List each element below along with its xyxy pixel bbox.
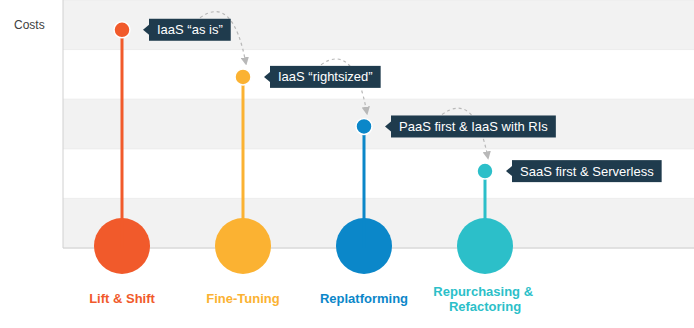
annotation-pointer — [264, 72, 270, 82]
annotation-pointer — [385, 121, 391, 131]
category-circles — [94, 218, 513, 274]
dot — [477, 163, 493, 179]
grid-band — [63, 99, 694, 149]
annotation-pointer — [143, 25, 149, 35]
annotation-text: PaaS first & IaaS with RIs — [399, 119, 548, 134]
grid-line — [63, 0, 694, 1]
grid-band — [63, 0, 694, 50]
annotation-pointer — [506, 166, 512, 176]
grid-line — [63, 99, 694, 100]
y-axis-label: Costs — [14, 18, 45, 32]
chart: Costs IaaS “as is” IaaS “rightsized” PaaS f… — [0, 0, 694, 328]
category-label-line: Refactoring — [449, 299, 521, 314]
category-label: Fine-Tuning — [206, 291, 279, 306]
annotations: IaaS “as is” IaaS “rightsized” PaaS first … — [143, 19, 662, 182]
category-label: Replatforming — [320, 291, 408, 306]
annotation: IaaS “rightsized” — [264, 66, 381, 88]
annotation: PaaS first & IaaS with RIs — [385, 115, 556, 137]
annotation: IaaS “as is” — [143, 19, 231, 41]
grid-line — [63, 148, 694, 149]
category-label: Repurchasing & Refactoring — [433, 284, 536, 314]
stem — [242, 77, 245, 248]
grid-line — [63, 198, 694, 199]
dot — [114, 22, 130, 38]
y-axis — [63, 0, 64, 248]
dot — [356, 118, 372, 134]
stem — [363, 126, 366, 248]
dot — [235, 69, 251, 85]
annotation-box — [149, 19, 231, 41]
annotation: SaaS first & Serverless — [506, 160, 662, 182]
annotation-box — [270, 66, 381, 88]
category-label-line: Repurchasing & — [433, 284, 536, 299]
grid — [63, 0, 694, 248]
category-label: Lift & Shift — [89, 291, 155, 306]
category-labels: Lift & Shift Fine-Tuning Replatforming Repu… — [89, 284, 537, 314]
stem — [121, 30, 124, 248]
annotation-text: IaaS “as is” — [157, 22, 223, 37]
annotation-box — [512, 160, 662, 182]
annotation-box — [391, 115, 556, 137]
stem — [484, 171, 487, 248]
annotation-text: SaaS first & Serverless — [520, 164, 654, 179]
annotation-text: IaaS “rightsized” — [278, 69, 373, 84]
grid-line — [63, 49, 694, 50]
